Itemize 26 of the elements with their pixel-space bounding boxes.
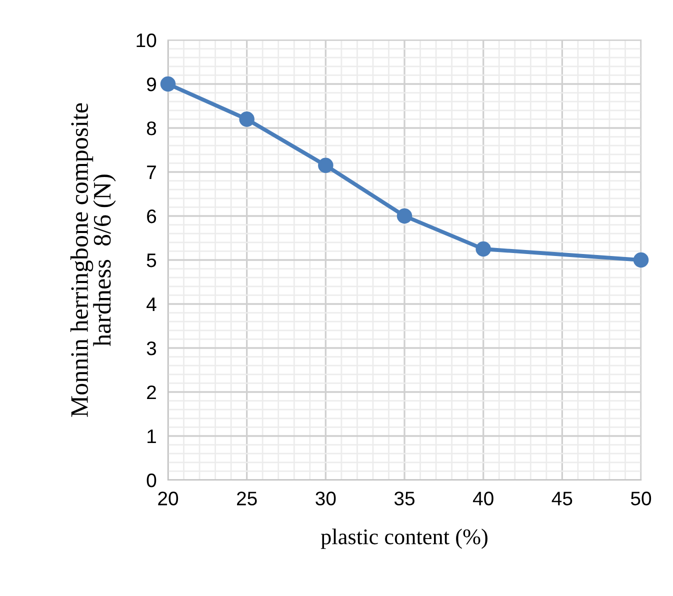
- x-tick-label: 20: [158, 492, 178, 506]
- y-tick-label: 0: [146, 473, 156, 488]
- x-tick-label: 40: [472, 492, 494, 506]
- y-axis-title: Monnin herringbone composite hardness 8/6 (N): [70, 103, 116, 417]
- x-tick-label: 50: [630, 492, 652, 506]
- x-tick-label: 25: [237, 492, 257, 506]
- y-tick-label: 2: [147, 385, 156, 400]
- y-tick-label: 1: [148, 430, 156, 444]
- y-tick-label: 3: [146, 341, 156, 356]
- y-tick-label: 9: [146, 77, 156, 92]
- point: [396, 208, 412, 224]
- point: [160, 76, 176, 92]
- point: [318, 158, 334, 174]
- point: [476, 241, 491, 257]
- y-tick-label: 7: [147, 166, 156, 180]
- x-tick-label: 30: [316, 492, 336, 506]
- y-tick-label: 5: [146, 254, 156, 268]
- point: [633, 252, 649, 268]
- x-tick-label: 45: [552, 492, 572, 506]
- y-tick-label: 10: [136, 33, 156, 48]
- x-axis-title: plastic content (%): [320, 528, 488, 549]
- point: [239, 112, 254, 127]
- x-tick-label: 35: [394, 492, 414, 506]
- y-tick-label: 4: [146, 298, 156, 312]
- y-tick-label: 8: [146, 121, 156, 136]
- y-tick-label: 6: [147, 209, 156, 224]
